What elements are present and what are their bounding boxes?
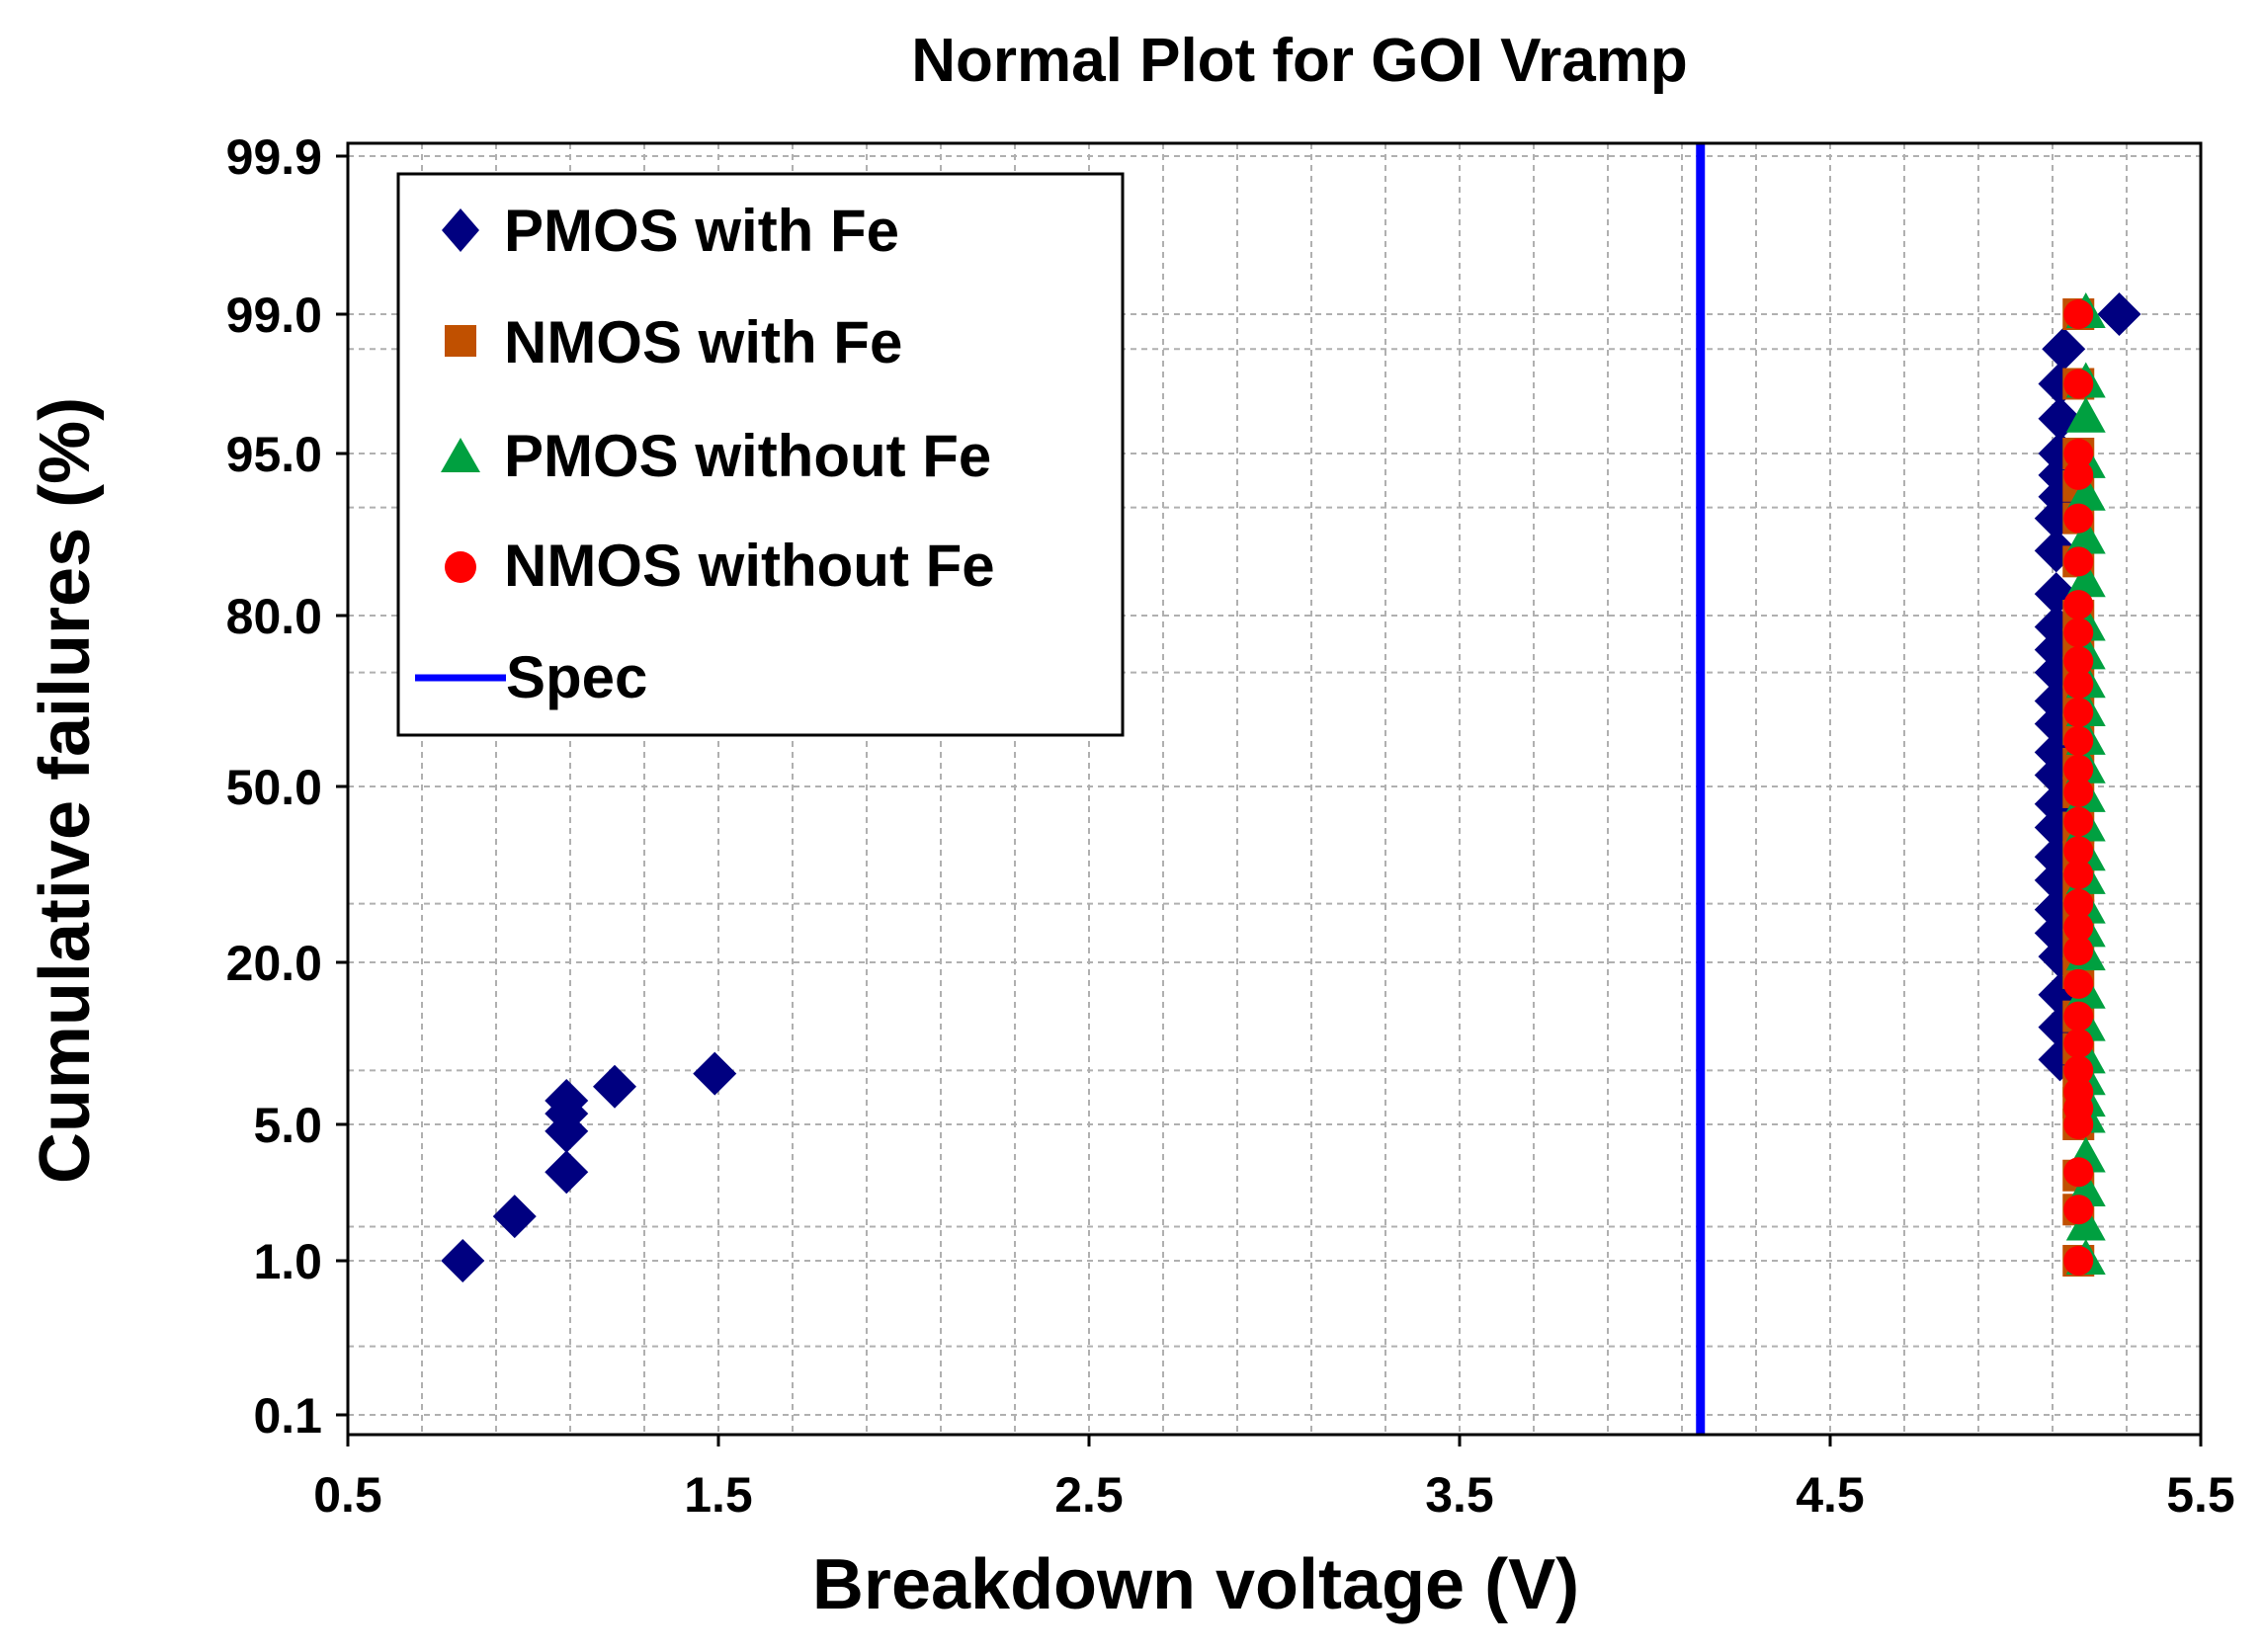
x-tick-label: 2.5 (1054, 1467, 1124, 1523)
data-point-circle (2063, 860, 2094, 889)
legend-box (396, 172, 1125, 737)
data-point-circle (2063, 698, 2094, 728)
x-axis-title: Breakdown voltage (V) (812, 1545, 1579, 1624)
data-point-circle (2063, 369, 2094, 399)
data-point-circle (2063, 1195, 2094, 1225)
data-point-circle (2063, 503, 2094, 534)
data-point-circle (2063, 439, 2094, 468)
data-point-circle (2063, 1246, 2094, 1276)
plot-frame (346, 141, 2203, 1437)
y-tick-label: 0.1 (253, 1388, 322, 1444)
data-point-circle (2063, 1055, 2094, 1086)
legend-item-pmos-without-fe: PMOS without Fe (441, 423, 991, 489)
legend-item-nmos-with-fe: NMOS with Fe (445, 309, 902, 375)
data-point-diamond (492, 1195, 537, 1239)
data-point-diamond (2097, 292, 2141, 336)
x-axis-ticks: 0.5 1.5 2.5 3.5 4.5 5.5 (313, 1435, 2235, 1523)
data-point-circle (2063, 888, 2094, 919)
data-point-triangle (2065, 518, 2106, 554)
legend-item-pmos-with-fe: PMOS with Fe (442, 198, 899, 264)
y-tick-label: 80.0 (226, 589, 322, 644)
data-point-circle (2063, 1157, 2094, 1188)
triangle-marker-icon (441, 438, 480, 472)
data-point-diamond (441, 1239, 485, 1282)
data-point-circle (2063, 646, 2094, 677)
data-point-diamond (545, 1150, 589, 1195)
data-point-circle (2063, 777, 2094, 807)
y-axis-ticks: 0.1 1.0 5.0 20.0 50.0 80.0 95.0 99.0 99.9 (226, 129, 348, 1444)
legend-label: NMOS without Fe (504, 533, 995, 599)
series-layer (441, 292, 2141, 1282)
square-marker-icon (445, 325, 476, 357)
y-tick-label: 95.0 (226, 427, 322, 482)
data-point-circle (2063, 299, 2094, 329)
data-point-circle (2063, 836, 2094, 867)
legend-item-nmos-without-fe: NMOS without Fe (445, 533, 995, 599)
data-point-diamond (593, 1064, 636, 1109)
data-point-triangle (2065, 561, 2106, 598)
legend-label: PMOS with Fe (504, 198, 899, 264)
data-point-triangle (2065, 396, 2106, 433)
x-tick-label: 5.5 (2166, 1467, 2235, 1523)
data-point-circle (2063, 1001, 2094, 1032)
data-point-diamond (545, 1078, 589, 1122)
data-point-circle (2063, 459, 2094, 490)
x-tick-label: 4.5 (1796, 1467, 1865, 1523)
legend-label: Spec (506, 644, 647, 710)
y-tick-label: 99.9 (226, 129, 322, 185)
data-point-circle (2063, 936, 2094, 966)
data-point-diamond (2042, 327, 2086, 372)
legend-item-spec: Spec (415, 644, 647, 710)
x-tick-label: 1.5 (684, 1467, 753, 1523)
grid (348, 143, 2201, 1435)
y-tick-label: 99.0 (226, 288, 322, 343)
legend: PMOS with Fe NMOS with Fe PMOS without F… (396, 172, 1125, 737)
data-point-triangle (2065, 474, 2106, 511)
series-nmos-without-fe (2063, 299, 2094, 1276)
y-tick-label: 1.0 (253, 1234, 322, 1289)
x-tick-label: 0.5 (313, 1467, 382, 1523)
data-point-circle (2063, 1077, 2094, 1108)
x-tick-label: 3.5 (1425, 1467, 1494, 1523)
data-point-circle (2063, 618, 2094, 648)
data-point-circle (2063, 806, 2094, 837)
data-point-diamond (693, 1051, 737, 1096)
data-point-circle (2063, 912, 2094, 943)
legend-label: NMOS with Fe (504, 309, 902, 375)
circle-marker-icon (445, 551, 476, 583)
data-point-circle (2063, 590, 2094, 620)
y-axis-title: Cumulative failures (%) (26, 397, 105, 1184)
y-tick-label: 50.0 (226, 760, 322, 815)
data-point-circle (2063, 968, 2094, 999)
y-tick-label: 5.0 (253, 1098, 322, 1153)
diamond-marker-icon (442, 208, 479, 252)
data-point-triangle (2065, 1204, 2106, 1241)
y-tick-label: 20.0 (226, 936, 322, 991)
data-point-circle (2063, 546, 2094, 577)
data-point-circle (2063, 1029, 2094, 1058)
data-point-circle (2063, 754, 2094, 785)
data-point-circle (2063, 725, 2094, 756)
chart-title: Normal Plot for GOI Vramp (911, 27, 1687, 95)
legend-label: PMOS without Fe (504, 423, 991, 489)
data-point-circle (2063, 669, 2094, 700)
